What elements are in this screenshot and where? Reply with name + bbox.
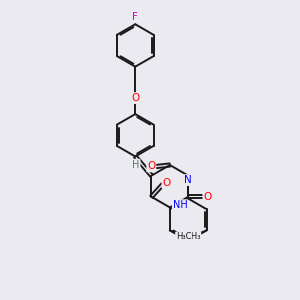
Text: O: O xyxy=(131,93,140,103)
Text: O: O xyxy=(162,178,171,188)
Text: CH₃: CH₃ xyxy=(185,232,200,242)
Text: H: H xyxy=(132,160,140,170)
Text: H₃C: H₃C xyxy=(176,232,191,242)
Text: N: N xyxy=(184,175,192,185)
Text: O: O xyxy=(147,161,155,172)
Text: NH: NH xyxy=(173,200,188,210)
Text: F: F xyxy=(132,12,138,22)
Text: O: O xyxy=(131,93,140,103)
Text: O: O xyxy=(203,192,212,202)
